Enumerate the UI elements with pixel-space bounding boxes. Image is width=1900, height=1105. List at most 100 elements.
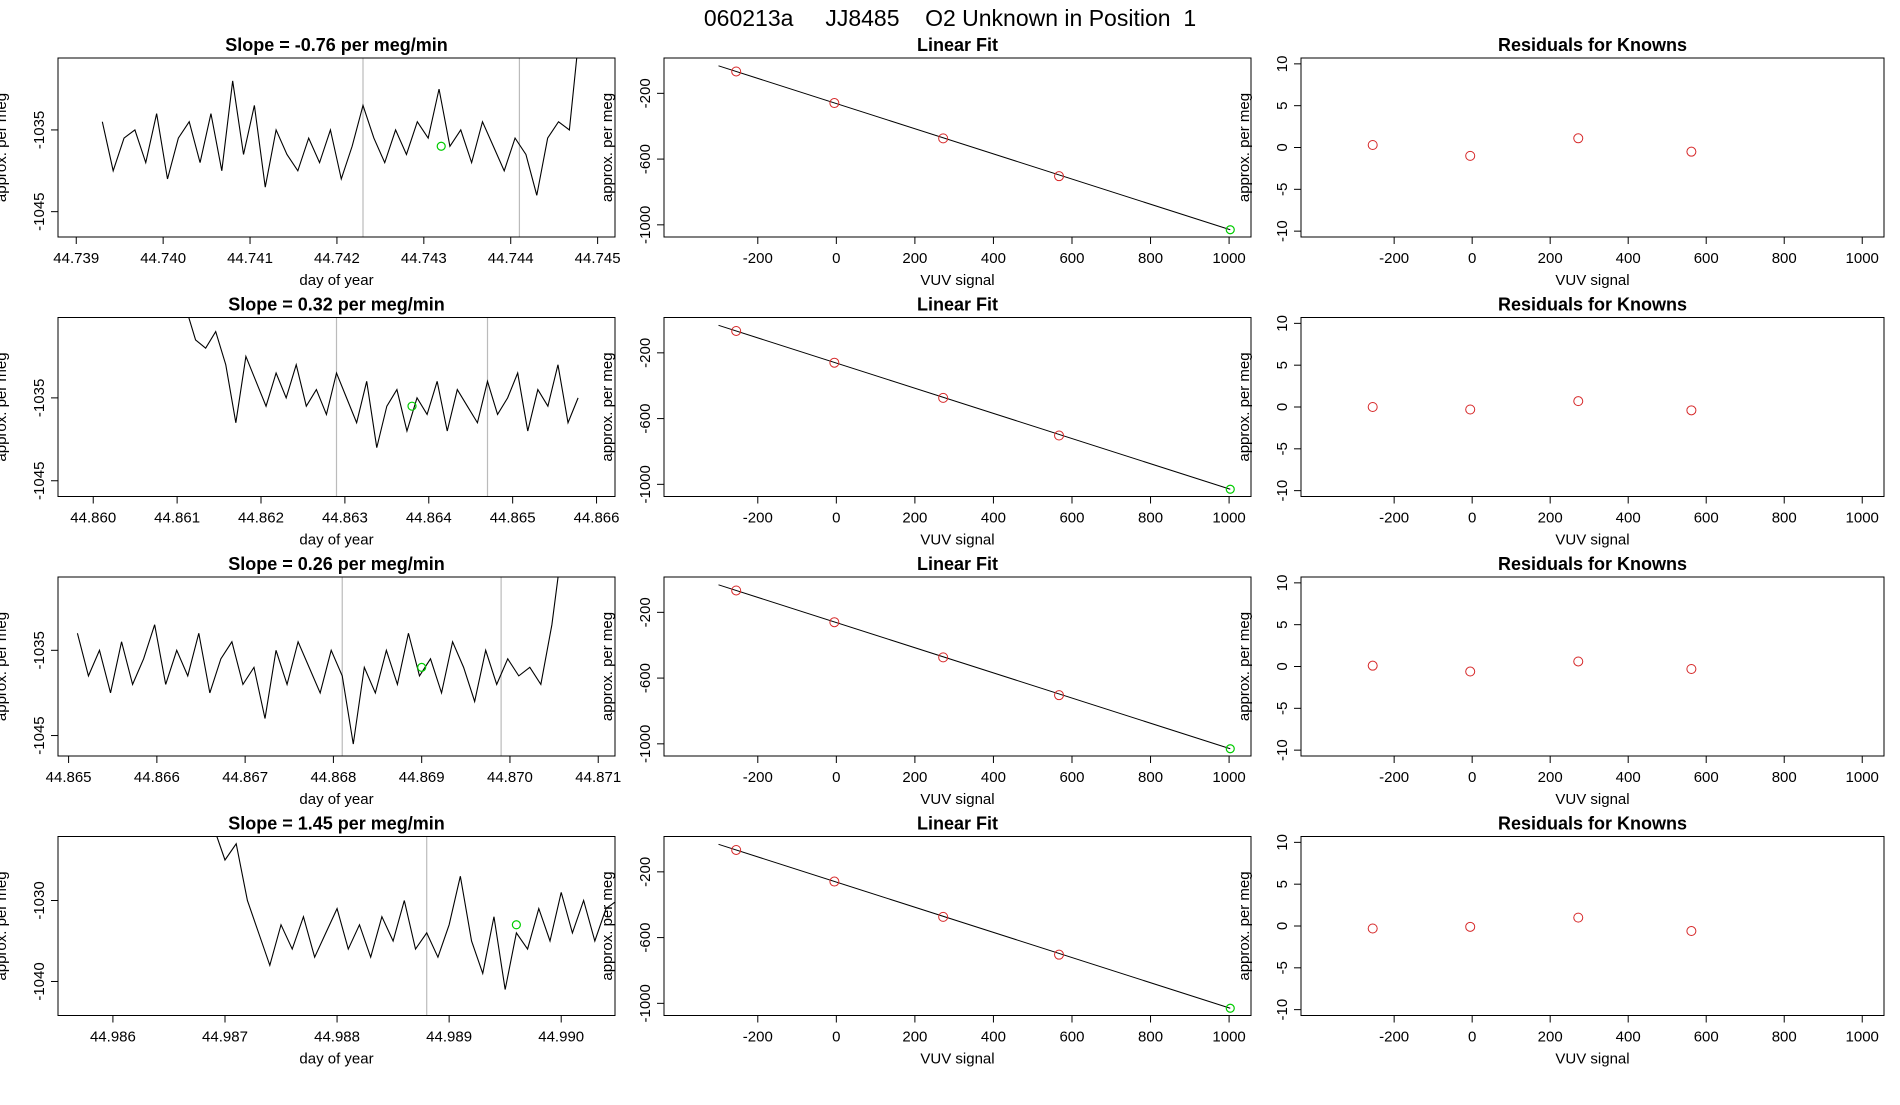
x-tick-label: 400 — [1616, 769, 1641, 786]
y-axis-label: approx. per meg — [1236, 871, 1253, 980]
x-axis-label: day of year — [299, 532, 373, 549]
x-tick-label: 44.866 — [574, 510, 620, 527]
plot-frame — [57, 836, 616, 1016]
y-tick-label: -1000 — [637, 984, 654, 1022]
data-point — [1367, 402, 1378, 412]
data-point — [1054, 171, 1065, 182]
y-tick-label: -1045 — [31, 716, 48, 754]
data-line — [101, 58, 578, 196]
panel-title: Residuals for Knowns — [1498, 35, 1687, 55]
data-point — [1054, 430, 1065, 441]
x-tick-label: 400 — [981, 1029, 1006, 1046]
panel-title: Linear Fit — [917, 814, 998, 834]
x-tick-label: -200 — [1379, 250, 1409, 267]
plot-frame — [663, 576, 1252, 757]
y-tick-label: -1030 — [31, 881, 48, 919]
y-axis-label: approx. per meg — [599, 93, 616, 202]
x-tick-label: 200 — [1538, 510, 1563, 527]
x-tick-label: 44.743 — [401, 250, 447, 267]
y-tick-label: -1035 — [31, 111, 48, 149]
x-tick-label: 800 — [1772, 769, 1797, 786]
data-point — [1573, 912, 1584, 923]
plot-area — [718, 324, 1235, 494]
panel-title: Linear Fit — [917, 554, 998, 574]
y-tick-label: -5 — [1274, 183, 1291, 196]
x-tick-label: 600 — [1694, 1029, 1719, 1046]
x-tick-label: 0 — [1468, 250, 1476, 267]
x-axis-label: day of year — [299, 272, 373, 289]
plot-area — [718, 843, 1235, 1013]
y-axis-label: approx. per meg — [1236, 352, 1253, 461]
x-tick-label: 44.863 — [322, 510, 368, 527]
x-axis-label: VUV signal — [1555, 272, 1629, 289]
y-tick-label: 10 — [1274, 56, 1291, 73]
y-axis-label: approx. per meg — [0, 352, 10, 461]
x-tick-label: 800 — [1772, 250, 1797, 267]
panel: Slope = 0.32 per meg/min day of year appro… — [0, 295, 619, 549]
panel: Linear Fit VUV signal approx. per meg -200 0… — [599, 35, 1252, 289]
panel-title: Residuals for Knowns — [1498, 554, 1687, 574]
data-line — [188, 317, 579, 448]
data-point — [1465, 404, 1476, 415]
y-tick-label: 5 — [1274, 361, 1291, 369]
panel-title: Slope = 0.32 per meg/min — [228, 295, 445, 315]
plot-area — [1367, 396, 1697, 416]
y-tick-label: -1000 — [637, 725, 654, 763]
x-axis-label: VUV signal — [920, 532, 994, 549]
y-axis-label: approx. per meg — [0, 612, 10, 721]
x-tick-label: 1000 — [1212, 1029, 1245, 1046]
x-tick-label: 44.986 — [90, 1029, 136, 1046]
x-tick-label: 400 — [981, 250, 1006, 267]
panel: Residuals for Knowns VUV signal approx. pe… — [1236, 295, 1885, 549]
plot-frame — [57, 317, 616, 497]
data-point — [1367, 660, 1378, 671]
plot-frame — [57, 576, 616, 757]
x-tick-label: 44.865 — [46, 769, 92, 786]
panel-title: Residuals for Knowns — [1498, 295, 1687, 315]
x-tick-label: 400 — [1616, 1029, 1641, 1046]
x-tick-label: 800 — [1138, 1029, 1163, 1046]
y-tick-label: -1000 — [637, 465, 654, 503]
data-point — [1465, 666, 1476, 677]
x-tick-label: 44.988 — [314, 1029, 360, 1046]
x-tick-label: 0 — [832, 1029, 840, 1046]
y-tick-label: -1045 — [31, 462, 48, 500]
y-tick-label: 0 — [1274, 143, 1291, 151]
fit-line — [718, 65, 1231, 231]
highlight-point — [1225, 1003, 1235, 1013]
x-tick-label: 44.990 — [538, 1029, 584, 1046]
plot-frame — [1300, 836, 1885, 1016]
x-tick-label: 600 — [1059, 510, 1084, 527]
x-tick-label: 600 — [1694, 250, 1719, 267]
x-axis-label: VUV signal — [920, 791, 994, 808]
y-axis-label: approx. per meg — [1236, 612, 1253, 721]
x-tick-label: 44.866 — [134, 769, 180, 786]
x-tick-label: 0 — [1468, 1029, 1476, 1046]
data-point — [829, 876, 840, 887]
data-point — [1054, 949, 1065, 960]
x-tick-label: 800 — [1772, 1029, 1797, 1046]
panel: Slope = 1.45 per meg/min day of year appro… — [0, 814, 616, 1068]
plot-frame — [1300, 57, 1885, 238]
y-tick-label: -10 — [1274, 480, 1291, 502]
x-tick-label: 1000 — [1212, 250, 1245, 267]
y-tick-label: -600 — [637, 404, 654, 434]
data-point — [1686, 405, 1697, 416]
y-tick-label: -600 — [637, 144, 654, 174]
x-tick-label: 200 — [1538, 250, 1563, 267]
x-tick-label: 800 — [1138, 510, 1163, 527]
fit-line — [718, 843, 1231, 1009]
x-tick-label: -200 — [743, 1029, 773, 1046]
fit-line — [718, 584, 1231, 750]
data-point — [938, 133, 949, 144]
panel: Linear Fit VUV signal approx. per meg -200 0… — [599, 554, 1252, 808]
x-tick-label: 44.861 — [154, 510, 200, 527]
plot-area — [101, 58, 578, 237]
data-point — [938, 652, 949, 663]
x-tick-label: 400 — [981, 510, 1006, 527]
x-tick-label: 0 — [832, 769, 840, 786]
y-tick-label: -10 — [1274, 739, 1291, 761]
y-axis-label: approx. per meg — [1236, 93, 1253, 202]
